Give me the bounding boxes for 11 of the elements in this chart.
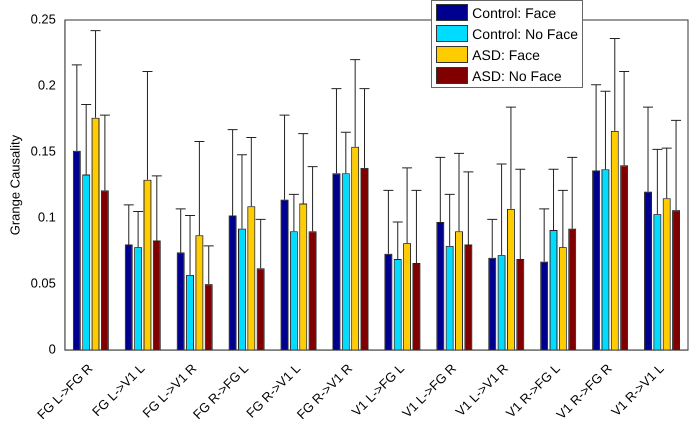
- y-tick-label: 0.1: [38, 210, 56, 225]
- y-tick-label: 0.2: [38, 78, 56, 93]
- y-tick-label: 0.05: [30, 276, 56, 291]
- y-tick-label: 0.15: [30, 144, 56, 159]
- y-tick-label: 0: [48, 342, 56, 357]
- legend-label: Control: Face: [472, 4, 556, 20]
- y-axis-title: Grange Causality: [7, 134, 22, 236]
- legend-label: ASD: Face: [472, 46, 540, 62]
- legend-label: ASD: No Face: [472, 68, 562, 84]
- y-tick-label: 0.25: [30, 12, 56, 27]
- legend-label: Control: No Face: [472, 26, 578, 42]
